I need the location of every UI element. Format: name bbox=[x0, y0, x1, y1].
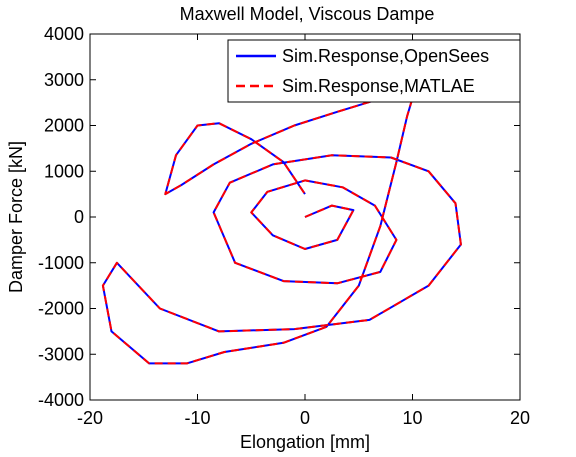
y-tick-label: -3000 bbox=[38, 344, 84, 364]
x-axis-label: Elongation [mm] bbox=[240, 432, 370, 452]
y-axis-label: Damper Force [kN] bbox=[6, 141, 26, 293]
x-tick-label: -10 bbox=[184, 408, 210, 428]
x-tick-label: 10 bbox=[402, 408, 422, 428]
legend-box bbox=[227, 39, 521, 103]
y-tick-label: -4000 bbox=[38, 390, 84, 410]
y-tick-label: -2000 bbox=[38, 299, 84, 319]
legend: Sim.Response,OpenSees Sim.Response,MATLA… bbox=[227, 39, 521, 103]
series-layer bbox=[101, 94, 462, 365]
y-tick-label: 4000 bbox=[44, 24, 84, 44]
y-tick-label: 2000 bbox=[44, 116, 84, 136]
y-tick-label: 3000 bbox=[44, 70, 84, 90]
x-tick-label: 0 bbox=[300, 408, 310, 428]
y-tick-label: -1000 bbox=[38, 253, 84, 273]
axis-tick-labels: -20 -10 0 10 20 -4000 -3000 -2000 -1000 0 1000 2000… bbox=[38, 24, 530, 428]
legend-label-opensees: Sim.Response,OpenSees bbox=[282, 46, 489, 66]
chart-title: Maxwell Model, Viscous Dampe bbox=[180, 4, 435, 24]
y-tick-label: 1000 bbox=[44, 161, 84, 181]
legend-label-matlab: Sim.Response,MATLAE bbox=[282, 76, 475, 96]
axis-ticks bbox=[89, 33, 521, 401]
x-tick-label: -20 bbox=[77, 408, 103, 428]
y-tick-label: 0 bbox=[74, 207, 84, 227]
series-line-matlab bbox=[101, 94, 462, 365]
x-tick-label: 20 bbox=[510, 408, 530, 428]
